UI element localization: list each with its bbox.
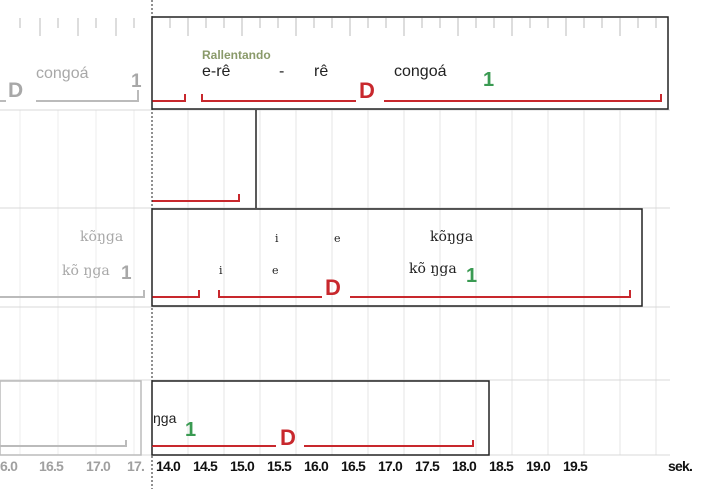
row5-marker: D — [280, 425, 296, 450]
row1-dash: - — [279, 63, 285, 80]
row1-red-bracket-c — [384, 94, 662, 102]
row1-red-bracket-a — [152, 94, 186, 102]
row1-red-bracket-b — [201, 94, 356, 102]
row3-left-num: 1 — [121, 263, 132, 284]
axis-tick-right-10: 18.5 — [489, 458, 514, 474]
row5-word: ŋga — [153, 410, 177, 426]
axis-unit: sek. — [668, 458, 693, 474]
axis-tick-right-4: 15.5 — [267, 458, 292, 474]
row2-red-bracket — [152, 194, 240, 202]
axis-tick-left-4: 17. — [127, 458, 145, 474]
row3-red-bracket-b — [218, 290, 322, 298]
row5-left-bracket — [0, 440, 127, 447]
axis-tick-right-6: 16.5 — [341, 458, 366, 474]
row3-left-bracket — [0, 290, 145, 298]
row3-bottom-word: kõ ŋga — [409, 261, 457, 277]
axis-tick-right-11: 19.0 — [526, 458, 551, 474]
row3-bottom-num: 1 — [466, 265, 478, 287]
row1-left-num: 1 — [131, 71, 142, 92]
axis-tick-right-9: 18.0 — [452, 458, 477, 474]
row1-right-marker: D — [359, 78, 375, 103]
axis-tick-left-2: 16.5 — [39, 458, 64, 474]
row5-red-bracket-b — [304, 440, 474, 447]
row3-top-word: kõŋga — [430, 229, 474, 245]
row1-left-bracket — [0, 90, 139, 102]
grid-lines-right — [187, 110, 657, 455]
row3-top-i: i — [275, 232, 279, 245]
row-separators — [0, 109, 670, 456]
row3-left-top-word: kõŋga — [80, 229, 124, 245]
axis-tick-left-3: 17.0 — [86, 458, 111, 474]
grid-lines-left — [19, 110, 135, 455]
row3-right-box — [151, 208, 643, 307]
row3-bottom-i: i — [219, 264, 223, 277]
axis-tick-right-7: 17.0 — [378, 458, 403, 474]
row1-syllable-2: rê — [314, 63, 329, 80]
row5-right-box — [151, 380, 490, 456]
row1-right-box — [151, 16, 669, 110]
axis-tick-right-12: 19.5 — [563, 458, 588, 474]
row1-syllable-1: e-rê — [202, 63, 231, 80]
axis-tick-right-1: 14.0 — [156, 458, 181, 474]
row1-left-word: congoá — [36, 65, 89, 82]
axis-tick-left-1: 6.0 — [0, 458, 18, 474]
row5-left-box — [0, 380, 142, 456]
axis-tick-right-2: 14.5 — [193, 458, 218, 474]
row3-red-bracket-c — [350, 290, 631, 298]
row3-left-bottom-word: kõ ŋga — [62, 263, 110, 279]
row1-right-word: congoá — [394, 63, 447, 80]
row1-left-marker: D — [8, 79, 24, 102]
row1-ruler-ticks — [19, 18, 657, 36]
row3-top-e: e — [334, 232, 341, 245]
row3-marker: D — [325, 275, 341, 300]
row3-red-bracket-a — [152, 290, 200, 298]
axis-tick-right-3: 15.0 — [230, 458, 255, 474]
row5-num: 1 — [185, 419, 197, 441]
axis-tick-right-8: 17.5 — [415, 458, 440, 474]
axis-tick-right-5: 16.0 — [304, 458, 329, 474]
row3-bottom-e: e — [272, 264, 279, 277]
row1-tempo: Rallentando — [202, 48, 271, 62]
row1-right-num: 1 — [483, 69, 495, 91]
